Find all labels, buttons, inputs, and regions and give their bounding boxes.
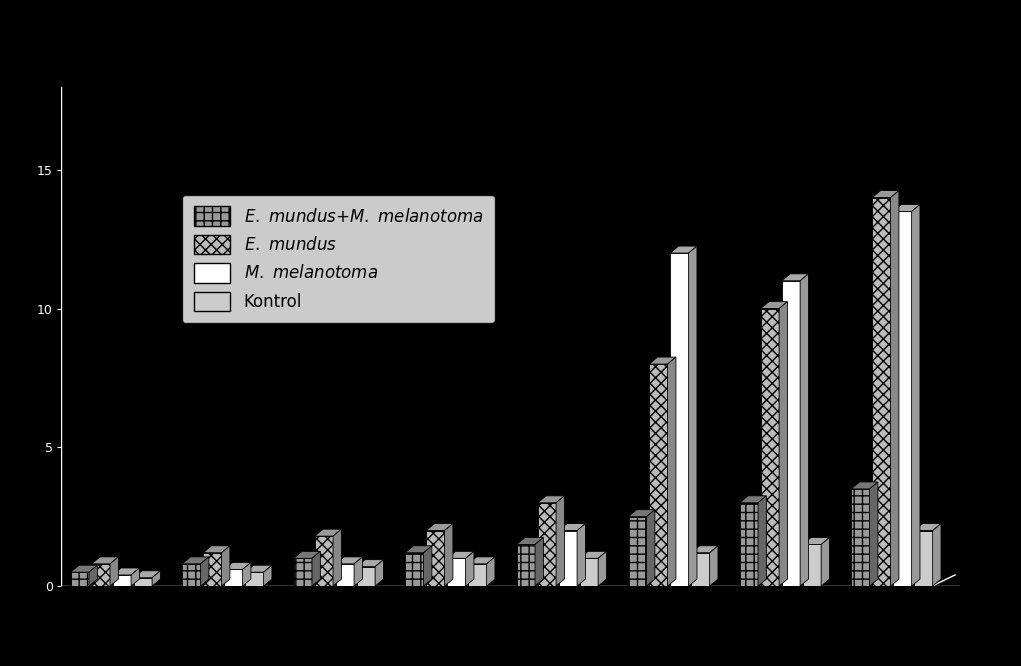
Bar (225, 569, 243, 586)
Polygon shape (466, 551, 474, 586)
Bar (782, 281, 800, 586)
Bar (893, 212, 912, 586)
Bar (447, 558, 466, 586)
Bar (356, 567, 375, 586)
Polygon shape (182, 557, 209, 564)
Bar (628, 517, 646, 586)
Polygon shape (447, 551, 474, 558)
Bar (558, 531, 577, 586)
Polygon shape (312, 551, 321, 586)
Polygon shape (200, 557, 209, 586)
Bar (852, 489, 870, 586)
Polygon shape (779, 302, 787, 586)
Polygon shape (70, 565, 97, 572)
Polygon shape (263, 565, 272, 586)
Polygon shape (354, 557, 362, 586)
Bar (803, 545, 821, 586)
Bar (314, 536, 333, 586)
Polygon shape (646, 509, 654, 586)
Bar (670, 253, 688, 586)
Polygon shape (356, 559, 384, 567)
Polygon shape (739, 496, 767, 503)
Polygon shape (203, 546, 230, 553)
Polygon shape (893, 204, 920, 212)
Bar (691, 553, 710, 586)
Polygon shape (870, 482, 878, 586)
Polygon shape (580, 551, 606, 558)
Bar (405, 553, 424, 586)
Polygon shape (110, 557, 118, 586)
Bar (426, 531, 444, 586)
Polygon shape (852, 482, 878, 489)
Polygon shape (821, 537, 829, 586)
Polygon shape (668, 357, 676, 586)
Polygon shape (782, 274, 809, 281)
Polygon shape (112, 568, 140, 575)
Polygon shape (670, 246, 697, 253)
Polygon shape (710, 546, 718, 586)
Polygon shape (649, 357, 676, 364)
Polygon shape (134, 571, 160, 577)
Bar (914, 531, 932, 586)
Polygon shape (222, 546, 230, 586)
Polygon shape (688, 246, 697, 586)
Polygon shape (890, 190, 898, 586)
Polygon shape (538, 496, 565, 503)
Bar (112, 575, 131, 586)
Polygon shape (444, 523, 453, 586)
Polygon shape (336, 557, 362, 564)
Bar (203, 553, 222, 586)
Bar (70, 572, 89, 586)
Polygon shape (245, 565, 272, 572)
Polygon shape (932, 523, 941, 586)
Polygon shape (89, 565, 97, 586)
Polygon shape (556, 496, 565, 586)
Polygon shape (243, 562, 251, 586)
Polygon shape (424, 546, 432, 586)
Polygon shape (872, 190, 898, 198)
Polygon shape (314, 529, 341, 536)
Polygon shape (577, 523, 585, 586)
Bar (182, 564, 200, 586)
Polygon shape (225, 562, 251, 569)
Bar (92, 564, 110, 586)
Bar (761, 308, 779, 586)
Bar (649, 364, 668, 586)
Bar (538, 503, 556, 586)
Polygon shape (333, 529, 341, 586)
Polygon shape (803, 537, 829, 545)
Bar (580, 558, 598, 586)
Polygon shape (912, 204, 920, 586)
Bar (872, 198, 890, 586)
Bar (739, 503, 758, 586)
Bar (517, 545, 535, 586)
Polygon shape (691, 546, 718, 553)
Polygon shape (914, 523, 941, 531)
Bar (336, 564, 354, 586)
Polygon shape (558, 523, 585, 531)
Bar (245, 572, 263, 586)
Polygon shape (152, 571, 160, 586)
Polygon shape (758, 496, 767, 586)
Polygon shape (131, 568, 140, 586)
Polygon shape (92, 557, 118, 564)
Polygon shape (598, 551, 606, 586)
Polygon shape (628, 509, 654, 517)
Polygon shape (469, 557, 495, 564)
Bar (469, 564, 487, 586)
Polygon shape (375, 559, 384, 586)
Polygon shape (487, 557, 495, 586)
Polygon shape (535, 537, 543, 586)
Bar (294, 558, 312, 586)
Legend: $E.\ mundus$+$M.\ melanotoma$, $E.\ mundus$, $M.\ melanotoma$, Kontrol: $E.\ mundus$+$M.\ melanotoma$, $E.\ mund… (182, 195, 495, 322)
Polygon shape (761, 302, 787, 308)
Polygon shape (800, 274, 809, 586)
Bar (134, 577, 152, 586)
Polygon shape (405, 546, 432, 553)
Polygon shape (517, 537, 543, 545)
Polygon shape (294, 551, 321, 558)
Polygon shape (426, 523, 453, 531)
